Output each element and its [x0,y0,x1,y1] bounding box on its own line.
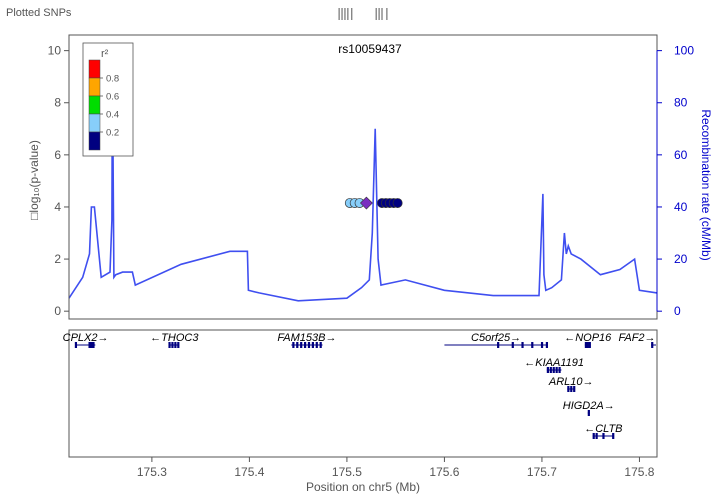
gene-exon [531,342,534,348]
y-axis-left: 0 2 4 6 8 10 [48,44,70,318]
gene-label: ARL10→ [548,376,594,388]
gene-label: ←NOP16 [564,332,612,344]
gene-exon [315,342,318,348]
gene-exon [555,367,558,373]
y-right-tick-label: 80 [674,96,688,110]
x-tick-label: 175.5 [332,465,362,479]
gene-label: FAM153B→ [277,332,336,344]
gene-exon [174,342,177,348]
x-tick-label: 175.8 [624,465,654,479]
gene-exon [90,342,93,348]
gene-exon [92,342,95,348]
y-left-tick-label: 4 [54,200,61,214]
lead-snp-title: rs10059437 [338,42,402,56]
snp-rug [338,8,388,20]
y-left-tick-label: 0 [54,304,61,318]
gene-exon [303,342,307,348]
gene-label: ←KIAA1191 [524,357,584,369]
x-axis: 175.3 175.4 175.5 175.6 175.7 175.8 [137,457,655,479]
plotted-snps-label: Plotted SNPs [6,7,72,19]
legend-label: 0.4 [106,110,119,121]
gene-exon [567,386,570,392]
gene-exon [497,342,500,348]
gene-exon [74,342,78,348]
legend-label: 0.6 [106,92,119,103]
lead-snp-point [359,196,373,210]
y-left-tick-label: 8 [54,96,61,110]
gene-exon [540,342,544,348]
gene-exon [586,342,589,348]
gene-exon [168,342,171,348]
y-right-tick-label: 60 [674,148,688,162]
y-left-tick-label: 10 [48,44,62,58]
gene-exon [602,433,605,439]
r2-legend: r² 0.8 0.6 0.4 0.2 [82,42,134,157]
gene-label: HIGD2A→ [563,400,615,412]
gene-exon [177,342,180,348]
legend-swatch [88,113,101,133]
gene-exon [300,342,303,348]
gene-exon [612,433,615,439]
x-tick-label: 175.4 [234,465,264,479]
gene-exon [588,342,591,348]
legend-label: 0.2 [106,128,119,139]
gene-exon [584,342,588,348]
gene-exon [546,367,549,373]
y-right-tick-label: 40 [674,200,688,214]
y-right-tick-label: 0 [674,304,681,318]
gene-exon [545,342,549,348]
snp-points [344,196,403,210]
x-tick-label: 175.6 [429,465,459,479]
y-right-tick-label: 20 [674,252,688,266]
gene-exon [573,386,576,392]
legend-swatch [88,95,101,115]
legend-swatch [88,77,101,97]
gene-exon [592,433,595,439]
y-axis-right: 0 20 40 60 80 100 [656,44,694,318]
gene-exon [552,367,555,373]
gene-label: ←THOC3 [150,332,199,344]
gene-exon [558,367,561,373]
x-tick-label: 175.7 [527,465,557,479]
gene-exon [651,342,654,348]
gene-label: FAF2→ [618,332,655,344]
gene-track: CPLX2→ ←THOC3 FAM153B→ C5orf25→ ←NOP16 FAF2→ ←… [63,332,656,439]
gene-exon [587,410,590,416]
legend-swatch [88,59,101,79]
gene-exon [307,342,311,348]
y-right-tick-label: 100 [674,44,694,58]
gene-exon [549,367,552,373]
gene-panel-frame [68,329,658,458]
gene-exon [311,342,314,348]
gene-exon [88,342,91,348]
x-axis-label: Position on chr5 (Mb) [306,480,420,494]
gene-exon [595,433,598,439]
recombination-layer [68,63,658,302]
y-left-tick-label: 6 [54,148,61,162]
gene-exon [319,342,322,348]
legend-title: r² [101,48,109,60]
gene-exon [296,342,299,348]
y-left-tick-label: 2 [54,252,61,266]
x-tick-label: 175.3 [137,465,167,479]
gene-exon [292,342,295,348]
plot-panel-frame [68,34,658,320]
y-axis-left-label: □log₁₀(p-value) [27,140,41,220]
gene-label: C5orf25→ [471,332,521,344]
gene-label: ←CLTB [584,423,622,435]
recombination-rate-line [68,63,658,302]
gene-exon [570,386,573,392]
gene-exon [521,342,524,348]
y-axis-right-label: Recombination rate (cM/Mb) [699,109,713,260]
gene-exon [511,342,514,348]
gene-exon [171,342,174,348]
legend-label: 0.8 [106,74,119,85]
gene-label: CPLX2→ [63,332,109,344]
snp-point [392,198,403,209]
legend-swatch [88,131,101,151]
